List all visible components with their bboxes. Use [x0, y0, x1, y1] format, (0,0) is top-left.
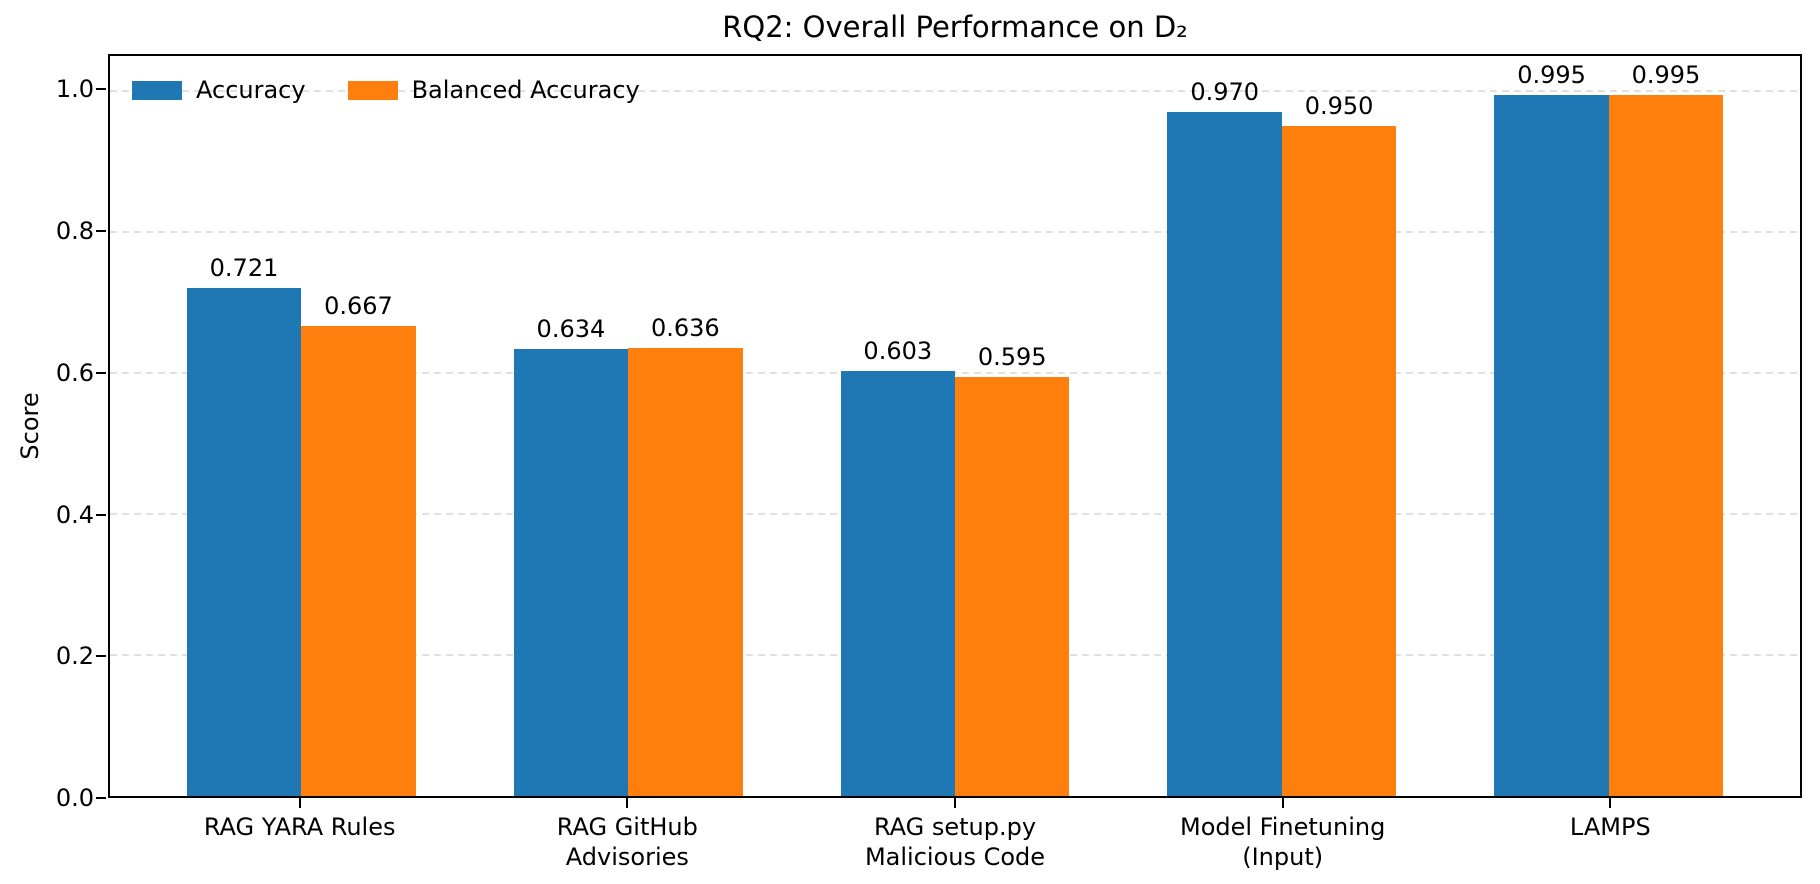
- y-tick-mark: [96, 88, 106, 91]
- bar-value-label: 0.634: [536, 315, 606, 344]
- x-tick-label: LAMPS: [1569, 813, 1651, 841]
- legend-item-balanced-accuracy: Balanced Accuracy: [347, 76, 640, 104]
- bar-value-label: 0.970: [1190, 78, 1260, 107]
- legend-label-balanced-accuracy: Balanced Accuracy: [411, 76, 640, 104]
- x-tick-label: RAG setup.py Malicious Code: [864, 813, 1046, 871]
- bar-value-label: 0.636: [650, 313, 720, 342]
- gridline: [110, 231, 1800, 234]
- y-tick-label: 0.2: [55, 642, 94, 671]
- legend: Accuracy Balanced Accuracy: [132, 76, 640, 104]
- y-tick-mark: [96, 513, 106, 516]
- bar-accuracy: [513, 349, 629, 796]
- bar-value-label: 0.721: [209, 253, 279, 282]
- chart-title: RQ2: Overall Performance on D₂: [722, 10, 1188, 44]
- y-tick-mark: [96, 797, 106, 799]
- x-tick-mark: [1281, 798, 1284, 808]
- y-axis-label: Score: [16, 392, 44, 460]
- bar-value-label: 0.995: [1631, 60, 1701, 89]
- bar-balanced-accuracy: [628, 347, 743, 796]
- y-tick-label: 0.8: [55, 217, 94, 246]
- bar-value-label: 0.995: [1517, 60, 1586, 89]
- bar-accuracy: [1494, 94, 1609, 796]
- bar-balanced-accuracy: [955, 376, 1070, 796]
- y-tick-label: 0.6: [55, 358, 94, 387]
- y-tick-label: 0.4: [55, 500, 94, 529]
- y-tick-label: 1.0: [55, 75, 94, 104]
- legend-label-accuracy: Accuracy: [196, 76, 306, 104]
- gridline: [110, 90, 1800, 93]
- bar-balanced-accuracy: [1608, 94, 1724, 796]
- y-tick-mark: [96, 371, 106, 374]
- x-tick-label: Model Finetuning (Input): [1179, 813, 1386, 871]
- bar-accuracy: [1167, 112, 1282, 796]
- bar-value-label: 0.603: [863, 337, 933, 366]
- y-tick-label: 0.0: [55, 784, 94, 812]
- x-tick-mark: [1609, 798, 1612, 808]
- y-tick-mark: [96, 655, 106, 658]
- legend-swatch-accuracy: [132, 80, 182, 100]
- gridline: [110, 372, 1800, 375]
- x-tick-label: RAG GitHub Advisories: [556, 813, 698, 871]
- bar-value-label: 0.595: [977, 342, 1047, 371]
- bar-accuracy: [840, 371, 955, 796]
- bar-balanced-accuracy: [1281, 126, 1397, 796]
- x-tick-label: RAG YARA Rules: [203, 813, 396, 841]
- bar-value-label: 0.950: [1304, 92, 1374, 121]
- y-tick-mark: [96, 230, 106, 233]
- legend-item-accuracy: Accuracy: [132, 76, 306, 104]
- x-tick-mark: [298, 798, 301, 808]
- bar-balanced-accuracy: [301, 325, 416, 796]
- bar-value-label: 0.667: [324, 291, 393, 320]
- bar-accuracy: [186, 287, 302, 796]
- plot-area: Accuracy Balanced Accuracy 0.721 0.634 0.6…: [108, 54, 1802, 798]
- legend-swatch-balanced-accuracy: [347, 80, 398, 100]
- x-tick-mark: [626, 798, 629, 808]
- x-tick-mark: [954, 798, 956, 808]
